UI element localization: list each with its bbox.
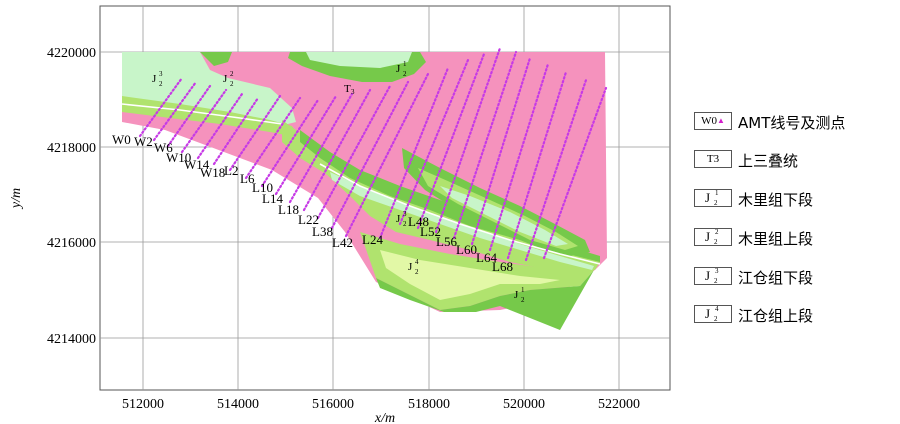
legend-swatch-j24: J 4 2 [694,305,732,323]
line-label-l52: L52 [420,224,441,239]
legend-swatch-amt: W0▲ [694,112,732,130]
line-label-l42: L42 [332,235,353,250]
svg-text:T: T [344,83,351,95]
svg-text:2: 2 [159,80,163,88]
y-axis-ticks: 4220000 4218000 4216000 4214000 [47,46,96,347]
line-label-l64: L64 [476,250,497,265]
svg-text:J: J [408,261,413,273]
unit-j23-north-top [306,52,412,68]
line-label-l68: L68 [492,259,513,274]
line-label-l38: L38 [312,224,333,239]
unit-label-j24-south: J 4 2 [408,258,419,276]
line-label-l2: L2 [224,163,238,178]
x-tick-520000: 520000 [503,397,545,412]
unit-j23-central [330,172,594,270]
unit-label-j23-central: J 3 2 [396,210,407,228]
line-label-l48: L48 [408,214,429,229]
unit-label-j23-west: J 3 2 [152,70,163,88]
triangle-icon: ▲ [716,116,725,125]
svg-text:3: 3 [403,210,407,218]
svg-text:1: 1 [403,60,407,68]
unit-j21-south [376,270,594,330]
x-axis-label: x/m [374,411,395,424]
line-label-l56: L56 [436,234,457,249]
unit-label-j21-north: J 1 2 [396,60,407,78]
unit-j21-north [200,52,232,66]
line-label-l10: L10 [252,180,273,195]
svg-text:J: J [396,213,401,225]
legend-swatch-t3: T3 [694,150,732,168]
x-tick-514000: 514000 [217,397,259,412]
line-label-l14: L14 [262,191,283,206]
x-tick-516000: 516000 [312,397,354,412]
svg-text:2: 2 [521,296,525,304]
x-tick-522000: 522000 [598,397,640,412]
unit-label-j21-south: J 1 2 [514,286,525,304]
contact-line [121,103,601,265]
line-label-w14: W14 [184,157,210,172]
survey-line-labels: W0 W2 W6 W10 W14 W18 L2 L6 L10 L14 L18 L… [112,132,513,274]
line-label-w6: W6 [154,140,173,155]
unit-label-t3: T 3 [344,83,355,96]
svg-text:J: J [223,73,228,85]
unit-labels: J 3 2 J 2 2 T 3 J 1 2 J 3 2 J 4 2 J [152,60,525,304]
unit-j22-west [122,96,300,138]
line-label-w2: W2 [134,134,153,149]
svg-text:4: 4 [415,258,419,266]
line-label-l60: L60 [456,242,477,257]
legend-swatch-j22: J 2 2 [694,228,732,246]
svg-text:J: J [396,63,401,75]
y-tick-4218000: 4218000 [47,141,96,156]
line-label-l24: L24 [362,232,383,247]
svg-text:3: 3 [351,88,355,96]
amt-survey-lines [138,46,608,262]
line-label-l6: L6 [240,171,255,186]
line-label-w0: W0 [112,132,131,147]
svg-text:J: J [514,289,519,301]
y-tick-4216000: 4216000 [47,236,96,251]
y-tick-4220000: 4220000 [47,46,96,61]
line-label-l22: L22 [298,212,319,227]
x-tick-518000: 518000 [408,397,450,412]
line-label-w10: W10 [166,150,191,165]
geologic-units [121,52,607,330]
legend-swatch-j23: J 3 2 [694,267,732,285]
line-label-w18: W18 [200,165,225,180]
unit-label-j22-west: J 2 2 [223,70,234,88]
unit-j23-east-lens [440,186,568,246]
svg-text:2: 2 [403,220,407,228]
y-tick-4214000: 4214000 [47,332,96,347]
svg-text:3: 3 [159,70,163,78]
y-axis-label: y/m [9,188,24,210]
legend-swatch-j21: J 1 2 [694,189,732,207]
svg-text:2: 2 [230,80,234,88]
svg-text:J: J [152,73,157,85]
x-tick-512000: 512000 [122,397,164,412]
line-label-l18: L18 [278,202,299,217]
unit-j24-south-pale [380,250,560,300]
svg-text:1: 1 [521,286,525,294]
svg-text:2: 2 [415,268,419,276]
x-axis-ticks: 512000 514000 516000 518000 520000 52200… [122,397,640,412]
svg-text:2: 2 [403,70,407,78]
svg-text:2: 2 [230,70,234,78]
